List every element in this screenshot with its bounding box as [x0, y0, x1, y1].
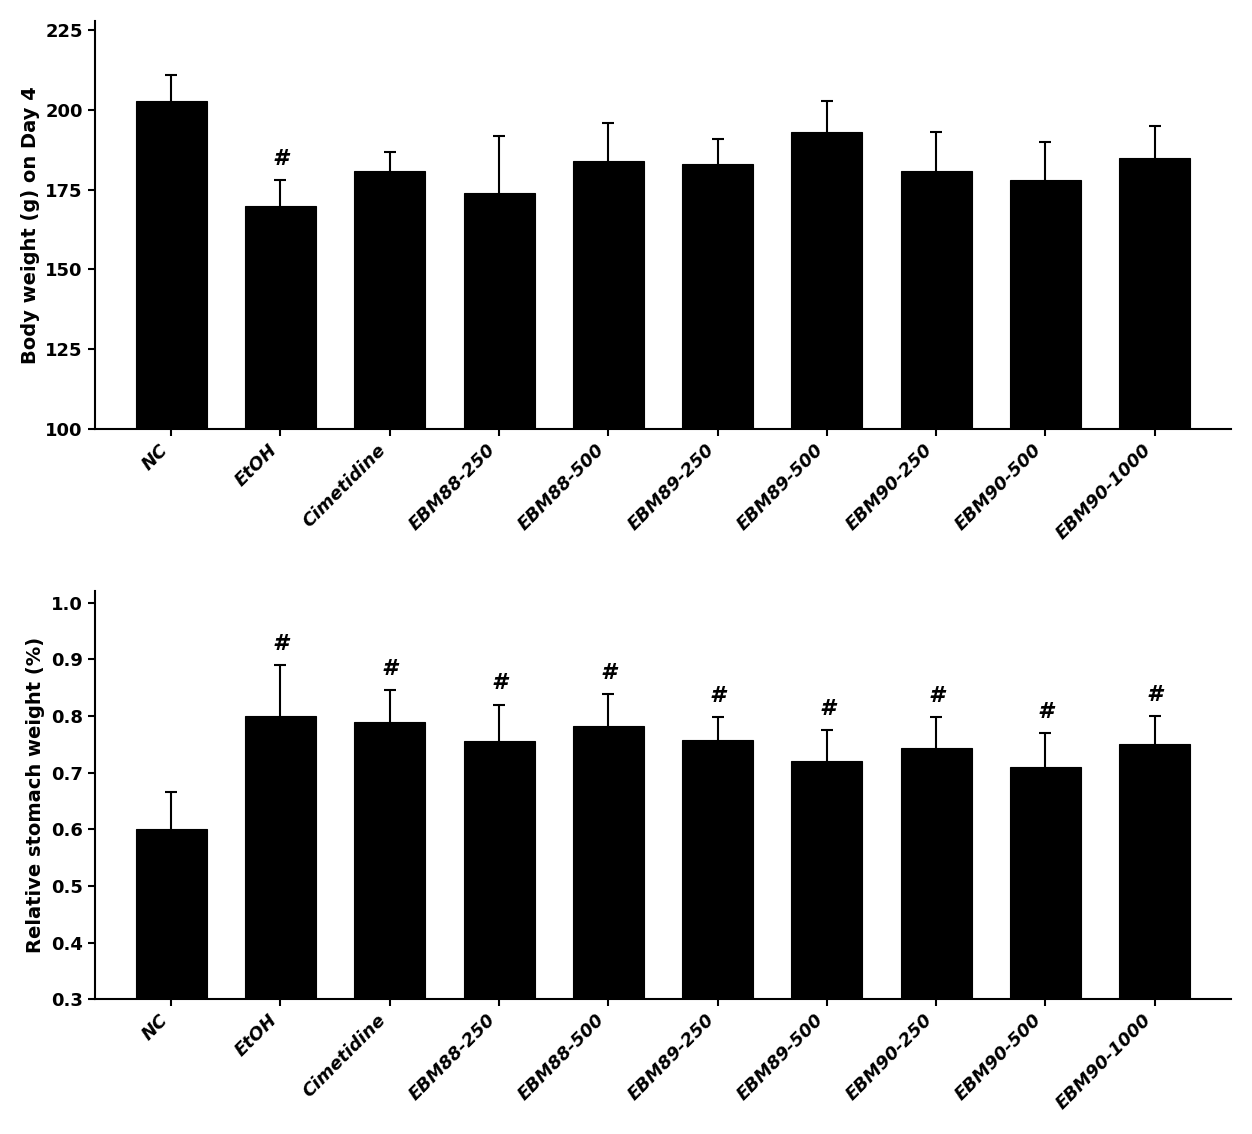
- Text: #: #: [601, 663, 616, 683]
- Bar: [572, 161, 644, 429]
- Y-axis label: Relative stomach weight (%): Relative stomach weight (%): [26, 637, 45, 954]
- Bar: [135, 829, 207, 999]
- Bar: [682, 739, 754, 999]
- Bar: [1119, 158, 1191, 429]
- Bar: [1010, 767, 1080, 999]
- Bar: [682, 164, 754, 429]
- Bar: [463, 193, 535, 429]
- Bar: [1010, 180, 1080, 429]
- Text: #: #: [819, 699, 835, 719]
- Text: #: #: [710, 686, 725, 705]
- Text: #: #: [1038, 702, 1053, 721]
- Bar: [354, 721, 426, 999]
- Text: #: #: [491, 674, 507, 693]
- Bar: [572, 726, 644, 999]
- Bar: [245, 205, 316, 429]
- Bar: [354, 170, 426, 429]
- Bar: [1119, 744, 1191, 999]
- Text: #: #: [382, 659, 397, 679]
- Bar: [900, 170, 972, 429]
- Bar: [463, 742, 535, 999]
- Y-axis label: Body weight (g) on Day 4: Body weight (g) on Day 4: [21, 86, 40, 364]
- Text: #: #: [1147, 685, 1162, 704]
- Bar: [791, 133, 863, 429]
- Bar: [135, 101, 207, 429]
- Text: #: #: [273, 149, 288, 169]
- Bar: [900, 748, 972, 999]
- Bar: [245, 716, 316, 999]
- Text: #: #: [273, 634, 288, 653]
- Text: #: #: [929, 686, 944, 705]
- Bar: [791, 761, 863, 999]
